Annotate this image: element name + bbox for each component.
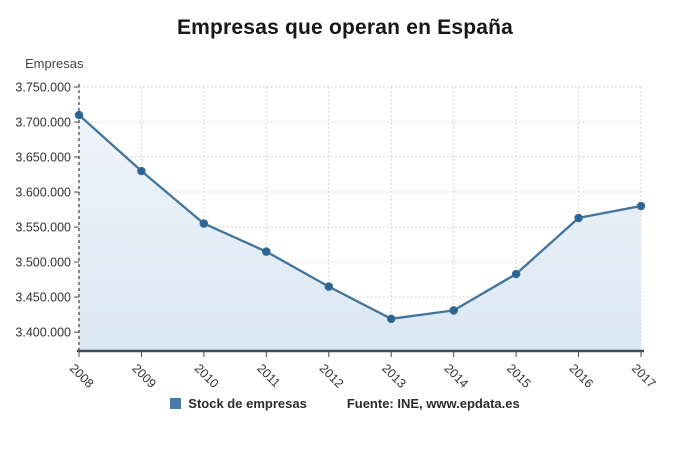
series-area-fill [79, 115, 641, 351]
series-line [77, 113, 643, 320]
x-tick-label: 2011 [254, 361, 283, 390]
x-tick-label: 2010 [192, 361, 222, 391]
x-tick-label: 2016 [566, 361, 596, 391]
x-tick-label: 2012 [317, 361, 347, 391]
data-point-marker [324, 282, 334, 291]
data-point-marker [261, 247, 271, 256]
y-tick-label: 3.700.000 [15, 116, 71, 130]
chart-title: Empresas que operan en España [176, 16, 514, 39]
data-point-marker [636, 201, 646, 211]
y-tick-label: 3.750.000 [15, 81, 71, 95]
data-point-marker [511, 269, 521, 279]
data-point-marker [199, 219, 209, 228]
source-attribution: Fuente: INE, www.epdata.es [346, 396, 520, 411]
data-point-marker [449, 306, 459, 315]
legend-series-swatch-icon [170, 398, 182, 409]
y-axis-title: Empresas [25, 56, 84, 71]
y-tick-label: 3.450.000 [15, 291, 71, 305]
y-tick-label: 3.500.000 [15, 256, 71, 270]
y-tick-label: 3.650.000 [15, 151, 71, 165]
chart-legend: Stock de empresas Fuente: INE, www.epdat… [0, 396, 690, 411]
x-tick-label: 2008 [67, 361, 97, 391]
data-point-marker [386, 314, 396, 324]
data-point-marker [137, 166, 146, 176]
data-point-marker [74, 110, 84, 120]
y-tick-label: 3.400.000 [15, 326, 71, 340]
y-tick-label: 3.550.000 [15, 221, 71, 235]
x-tick-label: 2017 [629, 361, 659, 391]
x-tick-label: 2009 [129, 361, 159, 391]
x-tick-label: 2013 [379, 361, 409, 391]
data-point-marker [574, 213, 583, 223]
legend-series-label: Stock de empresas [188, 396, 307, 411]
x-tick-label: 2014 [442, 361, 472, 391]
x-tick-label: 2015 [504, 361, 534, 391]
y-tick-label: 3.600.000 [15, 186, 71, 200]
